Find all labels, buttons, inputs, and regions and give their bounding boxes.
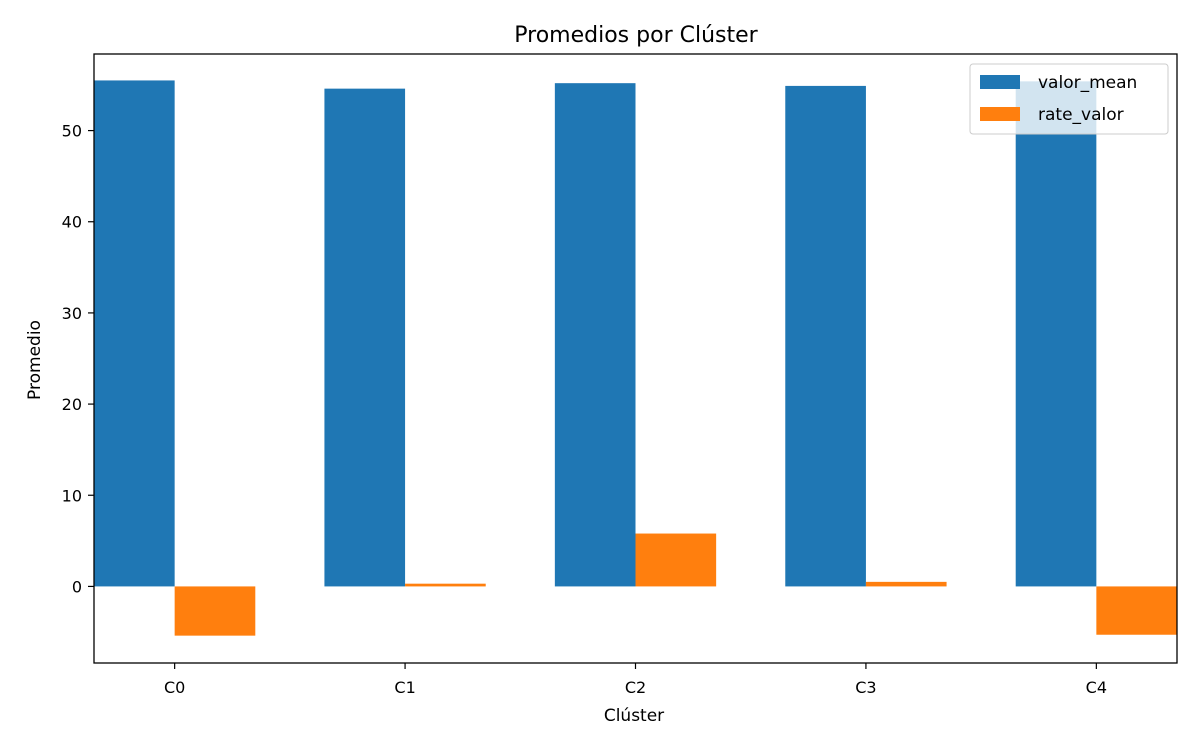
bar-valor_mean-C4 [1015,81,1097,587]
chart-title: Promedios por Clúster [514,23,758,48]
x-tick-label: C0 [164,678,185,697]
legend-swatch-valor_mean [980,75,1020,89]
bar-rate_valor-C0 [174,586,256,636]
plot-area: 0 10 20 30 40 50 C0 C1 C2 C3 C4 [62,80,1177,697]
x-tick-label: C4 [1086,678,1107,697]
bar-rate_valor-C3 [865,581,947,587]
bar-rate_valor-C2 [635,533,717,587]
y-tick-label: 20 [62,395,82,414]
x-tick-label: C2 [625,678,646,697]
x-tick-label: C1 [394,678,415,697]
bar-rate_valor-C4 [1096,586,1177,635]
x-tick-label: C3 [855,678,876,697]
y-tick-label: 10 [62,486,82,505]
legend-label-valor_mean: valor_mean [1038,73,1137,93]
y-tick-label: 40 [62,213,82,232]
legend: valor_mean rate_valor [969,63,1169,135]
y-tick-label: 0 [72,577,82,596]
bar-valor_mean-C2 [554,83,636,587]
y-tick-label: 30 [62,304,82,323]
bar-valor_mean-C0 [94,80,175,587]
bar-valor_mean-C3 [785,85,866,587]
legend-swatch-rate_valor [980,107,1020,121]
y-tick-label: 50 [62,122,82,141]
bar-rate_valor-C1 [405,583,486,587]
plot-frame [93,53,1178,664]
bar-valor_mean-C1 [324,88,406,587]
legend-label-rate_valor: rate_valor [1038,105,1124,125]
y-axis-label: Promedio [25,320,45,400]
x-axis-label: Clúster [604,706,664,726]
